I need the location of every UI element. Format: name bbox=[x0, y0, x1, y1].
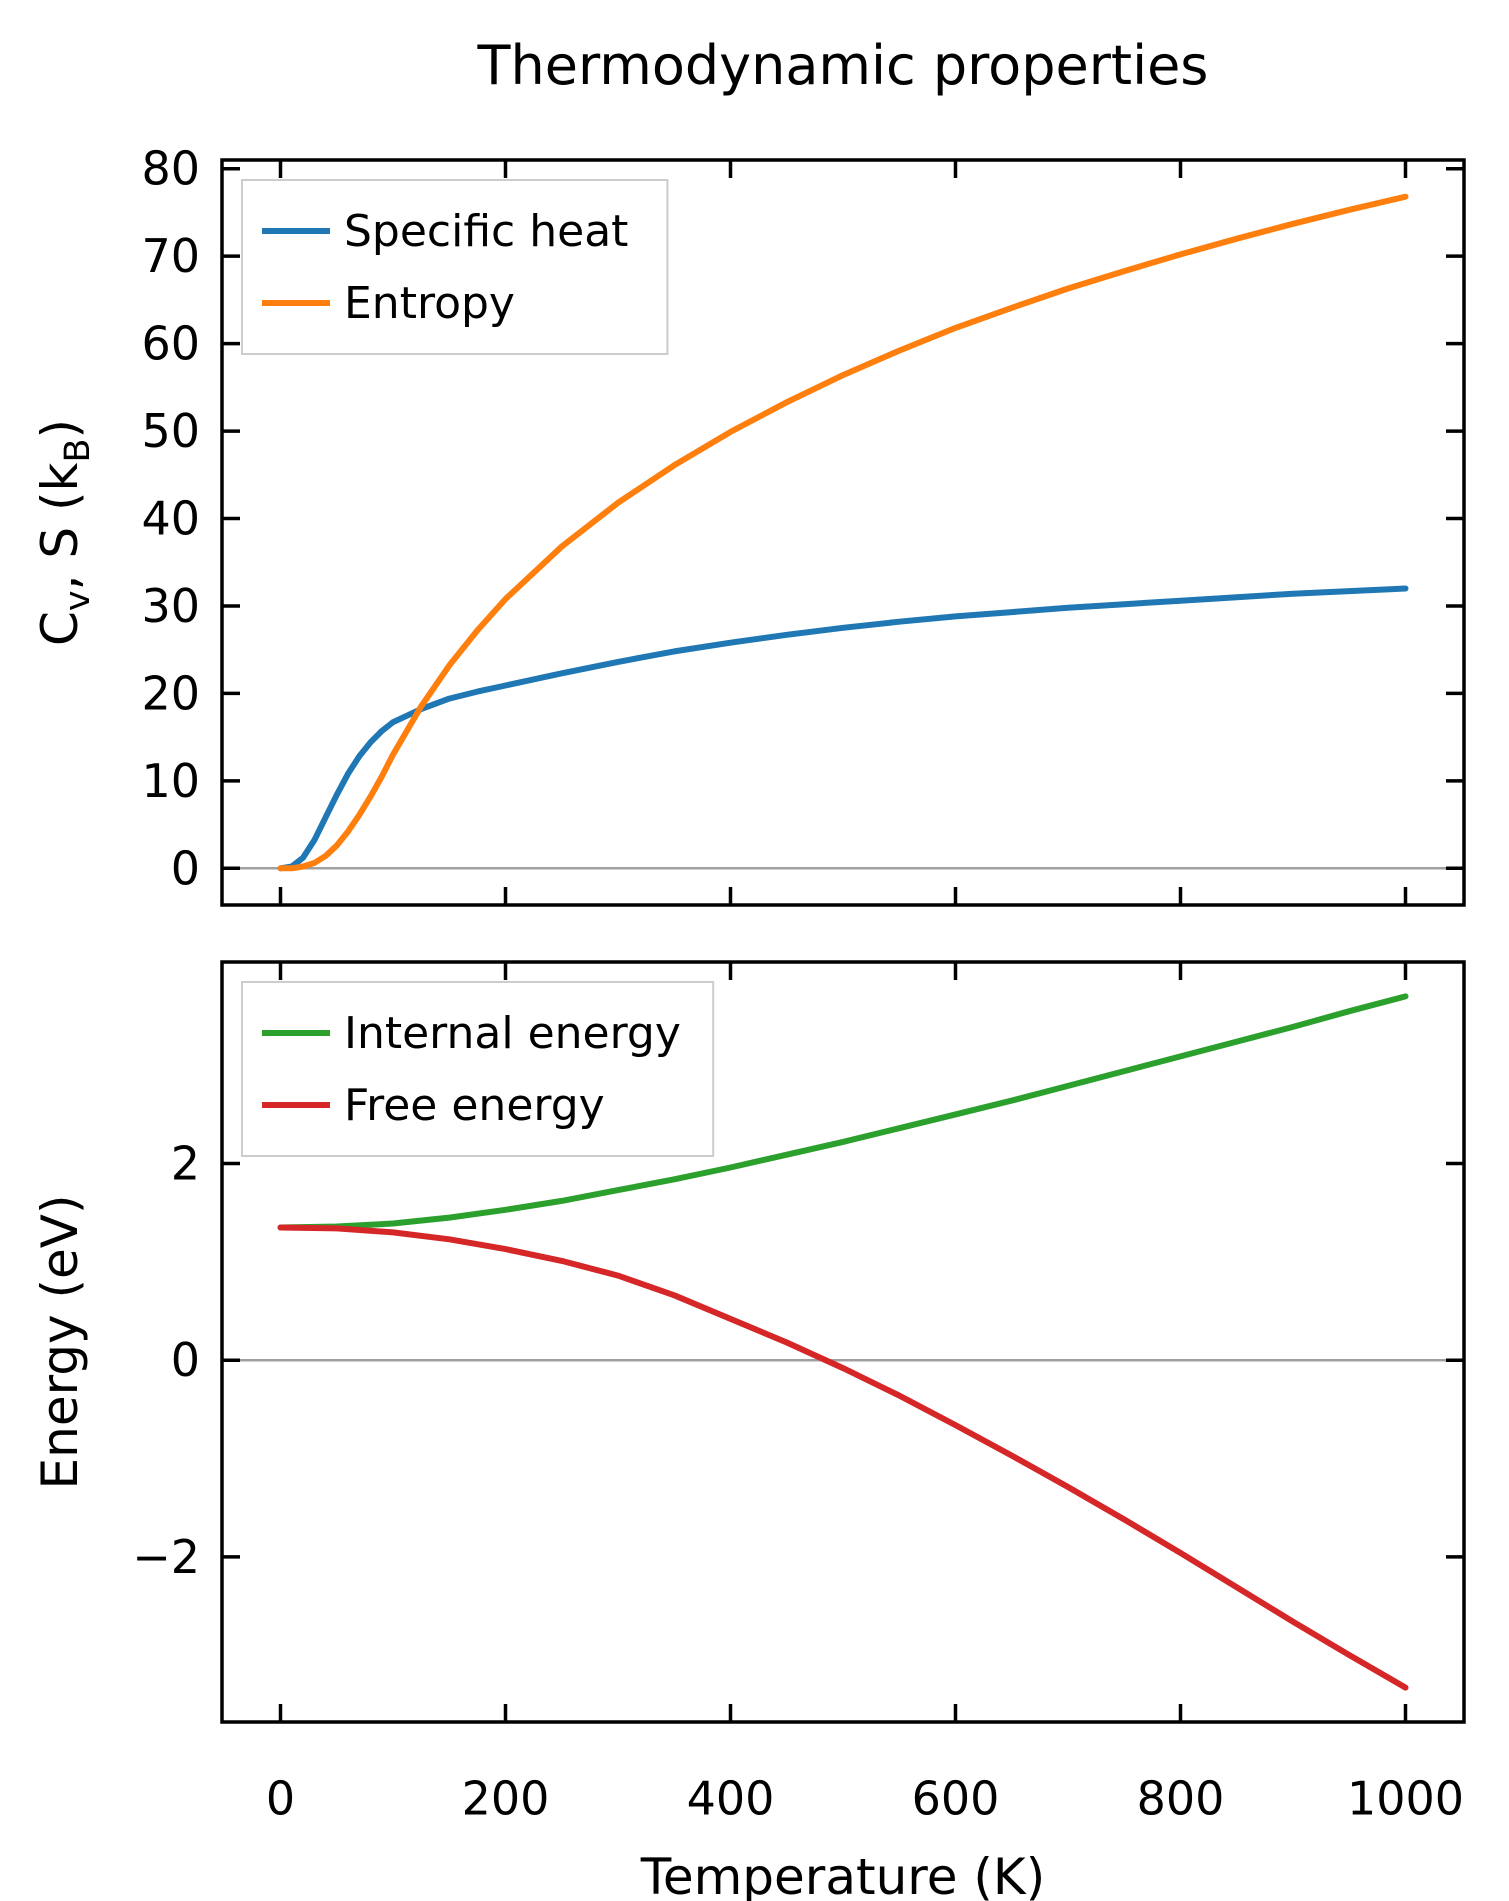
series-internal-energy bbox=[277, 993, 1409, 1231]
series-free-energy bbox=[277, 1224, 1409, 1691]
legend: Internal energy Free energy bbox=[241, 981, 715, 1157]
x-tick-label: 1000 bbox=[1347, 1771, 1464, 1825]
x-axis: 0 200 400 600 800 1000 bbox=[266, 962, 1464, 1825]
figure-title: Thermodynamic properties bbox=[477, 34, 1209, 97]
y-tick-label: 70 bbox=[141, 229, 200, 283]
legend-box bbox=[241, 179, 669, 355]
y-tick-label: 80 bbox=[141, 142, 200, 196]
y-tick-label: 60 bbox=[141, 317, 200, 371]
legend: Specific heat Entropy bbox=[241, 179, 669, 355]
y-tick-label: −2 bbox=[132, 1530, 200, 1584]
chart-canvas: 0 10 20 30 40 50 60 70 80 Cv, S (kB) Specific heat… bbox=[31, 142, 1466, 907]
y-tick-label: 0 bbox=[171, 841, 200, 895]
x-tick-label: 0 bbox=[266, 1771, 295, 1825]
axes-frame bbox=[220, 158, 1466, 907]
y-tick-label: 2 bbox=[171, 1137, 200, 1191]
legend-label: Free energy bbox=[344, 1080, 605, 1131]
legend-label: Internal energy bbox=[344, 1008, 681, 1059]
y-tick-label: 0 bbox=[171, 1333, 200, 1387]
x-axis-label: Temperature (K) bbox=[640, 1848, 1045, 1901]
axes-frame bbox=[220, 960, 1466, 1724]
x-axis bbox=[278, 160, 1408, 905]
legend-box bbox=[241, 981, 715, 1157]
y-tick-label: 20 bbox=[141, 666, 200, 720]
x-tick-label: 200 bbox=[462, 1771, 550, 1825]
y-axis-label: Cv, S (kB) bbox=[31, 419, 98, 646]
y-axis-label: Energy (eV) bbox=[31, 1195, 89, 1490]
y-tick-label: 10 bbox=[141, 754, 200, 808]
x-tick-label: 800 bbox=[1137, 1771, 1225, 1825]
x-tick-label: 400 bbox=[687, 1771, 775, 1825]
y-tick-label: 30 bbox=[141, 579, 200, 633]
y-tick-label: 50 bbox=[141, 404, 200, 458]
plot-internal-free-energy: 0 200 400 600 800 1000 −2 0 2 Energy (eV) Temperat… bbox=[0, 945, 1509, 1901]
chart-canvas: 0 200 400 600 800 1000 −2 0 2 Energy (eV) Temperat… bbox=[31, 960, 1466, 1901]
series-entropy bbox=[277, 193, 1409, 872]
y-axis: 0 10 20 30 40 50 60 70 80 bbox=[141, 142, 1464, 895]
series-specific-heat bbox=[277, 585, 1409, 872]
y-axis: −2 0 2 bbox=[132, 1137, 1464, 1584]
x-tick-label: 600 bbox=[912, 1771, 1000, 1825]
legend-label: Specific heat bbox=[344, 206, 628, 257]
plot-specific-heat-entropy: 0 10 20 30 40 50 60 70 80 Cv, S (kB) Specific heat… bbox=[0, 110, 1509, 945]
y-tick-label: 40 bbox=[141, 492, 200, 546]
legend-label: Entropy bbox=[344, 278, 515, 329]
